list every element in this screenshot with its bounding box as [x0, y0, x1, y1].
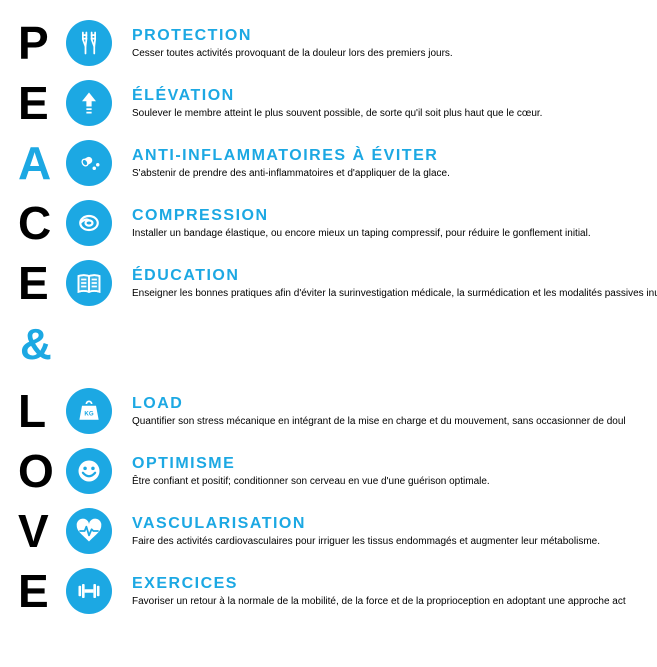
- row-description: Quantifier son stress mécanique en intég…: [132, 415, 657, 428]
- smile-icon: [66, 448, 112, 494]
- row-title: ANTI-INFLAMMATOIRES À ÉVITER: [132, 147, 657, 165]
- infographic-row: V VASCULARISATION Faire des activités car…: [18, 508, 657, 554]
- infographic-row: L KG LOAD Quantifier son stress mécanique…: [18, 388, 657, 434]
- acronym-letter: P: [18, 20, 58, 66]
- acronym-letter: L: [18, 388, 58, 434]
- text-block: OPTIMISME Être confiant et positif; condi…: [132, 455, 657, 488]
- infographic-row: E EXERCICES Favoriser un retour à la norm…: [18, 568, 657, 614]
- weight-icon: KG: [66, 388, 112, 434]
- infographic-container: P PROTECTION Cesser toutes activités prov…: [0, 0, 657, 648]
- pills-icon: [66, 140, 112, 186]
- text-block: ÉDUCATION Enseigner les bonnes pratiques …: [132, 267, 657, 300]
- row-title: OPTIMISME: [132, 455, 657, 473]
- infographic-row: O OPTIMISME Être confiant et positif; con…: [18, 448, 657, 494]
- row-title: ÉLÉVATION: [132, 87, 657, 105]
- arrow-up-icon: [66, 80, 112, 126]
- crutches-icon: [66, 20, 112, 66]
- text-block: EXERCICES Favoriser un retour à la normal…: [132, 575, 657, 608]
- infographic-row: A ANTI-INFLAMMATOIRES À ÉVITER S'abstenir…: [18, 140, 657, 186]
- acronym-letter: C: [18, 200, 58, 246]
- row-description: Cesser toutes activités provoquant de la…: [132, 47, 657, 60]
- dumbbell-icon: [66, 568, 112, 614]
- row-description: Favoriser un retour à la normale de la m…: [132, 595, 657, 608]
- acronym-letter: E: [18, 80, 58, 126]
- text-block: COMPRESSION Installer un bandage élastiqu…: [132, 207, 657, 240]
- acronym-letter: V: [18, 508, 58, 554]
- acronym-letter: E: [18, 260, 58, 306]
- infographic-row: E ÉLÉVATION Soulever le membre atteint le…: [18, 80, 657, 126]
- row-description: S'abstenir de prendre des anti-inflammat…: [132, 167, 657, 180]
- acronym-letter: O: [18, 448, 58, 494]
- text-block: LOAD Quantifier son stress mécanique en i…: [132, 395, 657, 428]
- row-description: Être confiant et positif; conditionner s…: [132, 475, 657, 488]
- ampersand-separator: &: [18, 320, 657, 370]
- row-title: EXERCICES: [132, 575, 657, 593]
- text-block: ANTI-INFLAMMATOIRES À ÉVITER S'abstenir d…: [132, 147, 657, 180]
- infographic-row: P PROTECTION Cesser toutes activités prov…: [18, 20, 657, 66]
- text-block: VASCULARISATION Faire des activités cardi…: [132, 515, 657, 548]
- infographic-row: E ÉDUCATION Enseigner les bonnes pratique…: [18, 260, 657, 306]
- book-icon: [66, 260, 112, 306]
- acronym-letter: E: [18, 568, 58, 614]
- row-title: COMPRESSION: [132, 207, 657, 225]
- bandage-icon: [66, 200, 112, 246]
- infographic-row: C COMPRESSION Installer un bandage élasti…: [18, 200, 657, 246]
- heart-ecg-icon: [66, 508, 112, 554]
- row-description: Soulever le membre atteint le plus souve…: [132, 107, 657, 120]
- row-title: ÉDUCATION: [132, 267, 657, 285]
- row-title: LOAD: [132, 395, 657, 413]
- text-block: ÉLÉVATION Soulever le membre atteint le p…: [132, 87, 657, 120]
- text-block: PROTECTION Cesser toutes activités provoq…: [132, 27, 657, 60]
- row-description: Enseigner les bonnes pratiques afin d'év…: [132, 287, 657, 300]
- row-description: Installer un bandage élastique, ou encor…: [132, 227, 657, 240]
- row-title: VASCULARISATION: [132, 515, 657, 533]
- svg-text:KG: KG: [84, 410, 93, 417]
- row-title: PROTECTION: [132, 27, 657, 45]
- row-description: Faire des activités cardiovasculaires po…: [132, 535, 657, 548]
- acronym-letter: A: [18, 140, 58, 186]
